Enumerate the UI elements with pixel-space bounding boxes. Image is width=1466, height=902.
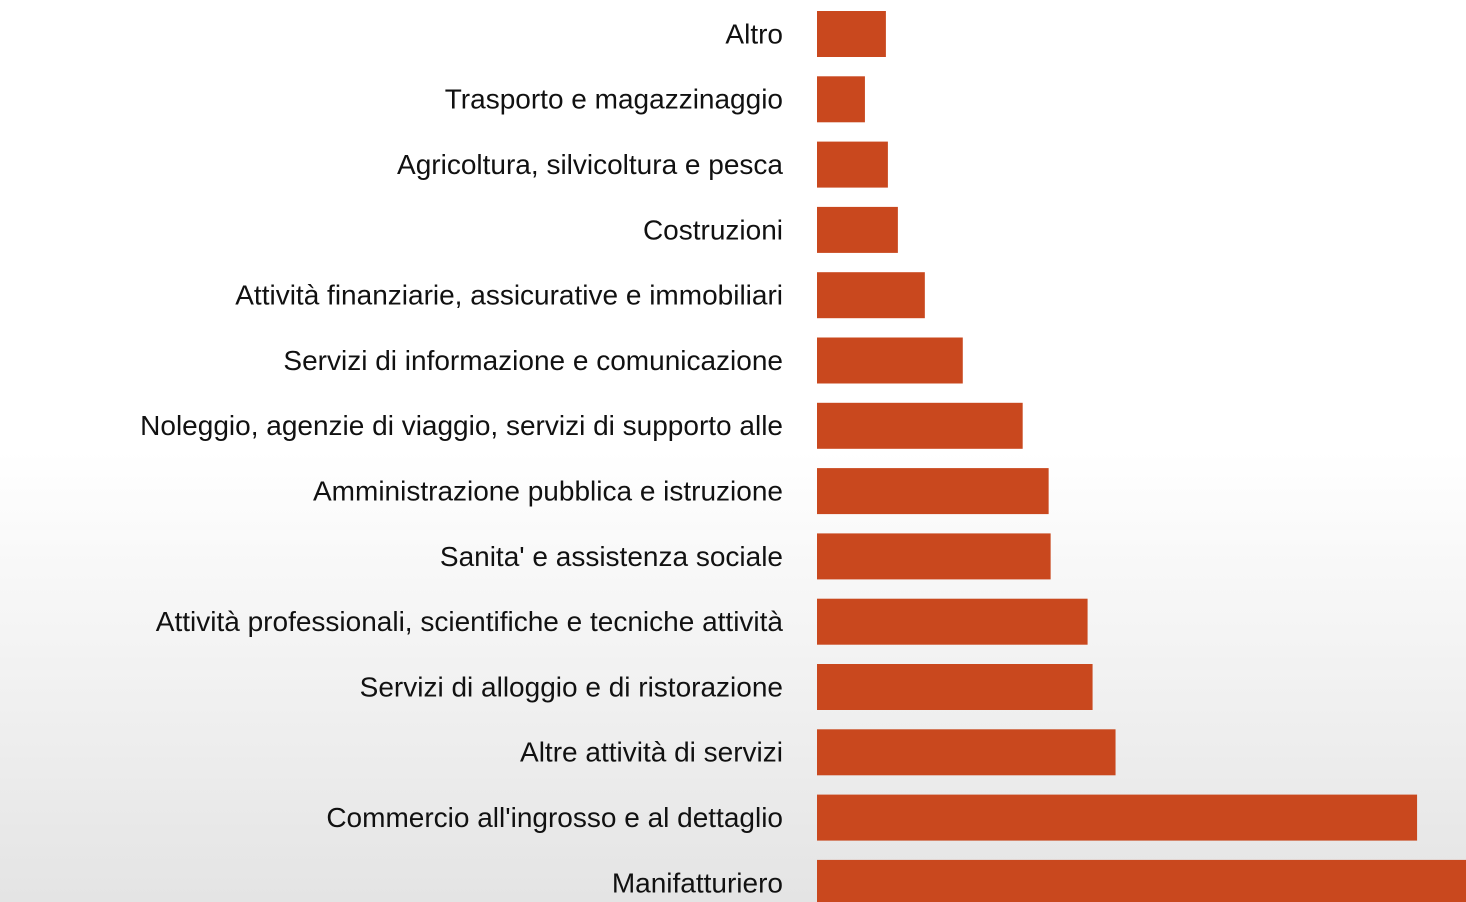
bar: [817, 76, 865, 123]
category-label: Attività professionali, scientifiche e t…: [156, 606, 784, 637]
category-label: Noleggio, agenzie di viaggio, servizi di…: [140, 410, 783, 441]
category-label: Commercio all'ingrosso e al dettaglio: [326, 802, 783, 833]
category-label: Manifatturiero: [612, 867, 783, 898]
category-label: Servizi di informazione e comunicazione: [283, 345, 783, 376]
category-label: Altro: [725, 18, 783, 49]
bar: [817, 337, 963, 384]
bar: [817, 794, 1418, 841]
category-label: Trasporto e magazzinaggio: [445, 84, 783, 115]
category-label: Amministrazione pubblica e istruzione: [313, 475, 783, 506]
bar: [817, 859, 1466, 902]
bar: [817, 141, 888, 188]
category-label: Sanita' e assistenza sociale: [440, 541, 783, 572]
category-label: Attività finanziarie, assicurative e imm…: [235, 280, 783, 311]
bar: [817, 206, 898, 253]
category-label: Agricoltura, silvicoltura e pesca: [397, 149, 783, 180]
bar: [817, 11, 886, 57]
category-label: Servizi di alloggio e di ristorazione: [360, 671, 783, 702]
category-label: Costruzioni: [643, 214, 783, 245]
bar: [817, 468, 1049, 515]
bar: [817, 664, 1093, 710]
bar: [817, 402, 1023, 449]
bar: [817, 533, 1051, 580]
bar: [817, 272, 925, 319]
bar: [817, 729, 1116, 776]
category-label: Altre attività di servizi: [520, 737, 783, 768]
bar: [817, 598, 1088, 645]
